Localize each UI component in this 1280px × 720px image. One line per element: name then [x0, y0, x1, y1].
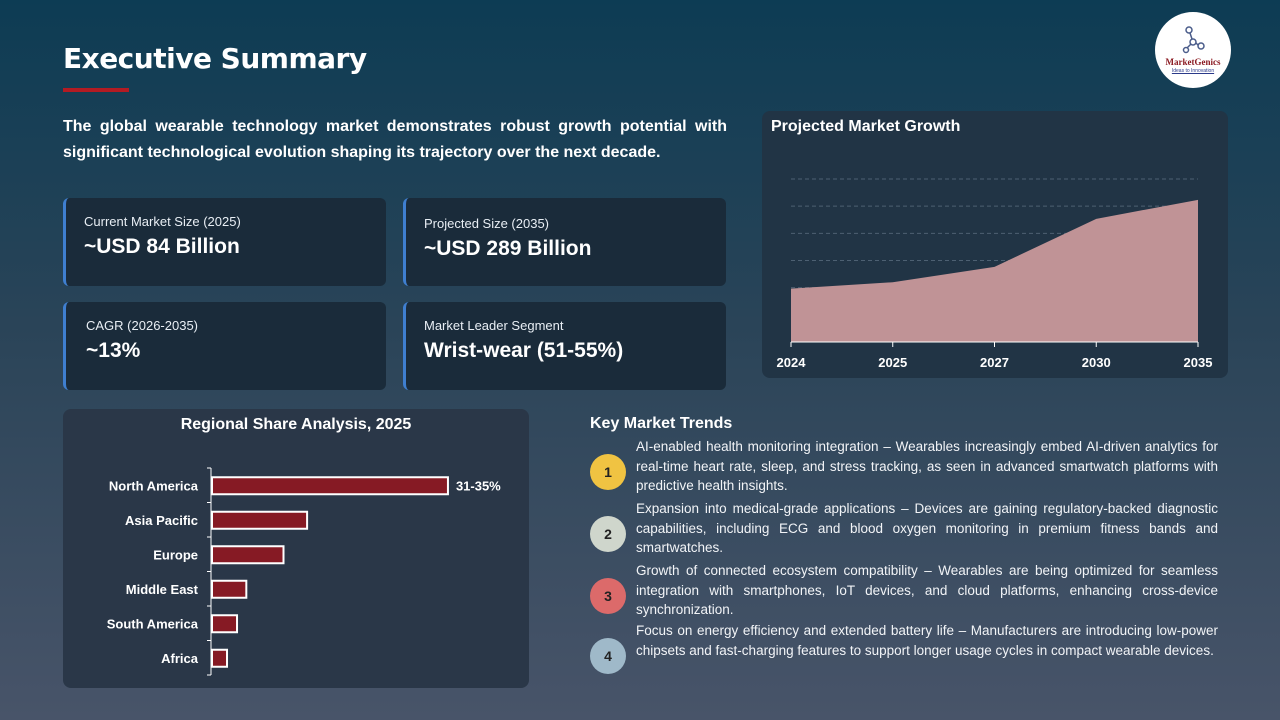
- growth-chart-panel: Projected Market Growth 2024 2025 2027 2030…: [762, 111, 1228, 378]
- kpi-value: ~USD 289 Billion: [424, 237, 592, 260]
- x-tick-label: 2035: [1184, 355, 1213, 370]
- title-underline: [63, 88, 129, 92]
- bar: [211, 614, 239, 634]
- logo-name: MarketGenics: [1165, 57, 1221, 67]
- bar: [211, 476, 449, 496]
- kpi-label: Projected Size (2035): [424, 216, 550, 231]
- bar: [211, 579, 248, 599]
- intro-text: The global wearable technology market de…: [63, 118, 727, 161]
- category-label: North America: [109, 478, 199, 493]
- trend-number-badge: 4: [590, 638, 626, 674]
- growth-chart-title: Projected Market Growth: [771, 118, 961, 135]
- category-label: South America: [107, 616, 199, 631]
- regional-bar-chart: North America 31-35% Asia Pacific Europe Mid…: [107, 467, 501, 676]
- x-tick-label: 2025: [878, 355, 907, 370]
- category-label: Middle East: [126, 582, 199, 597]
- bar: [211, 648, 229, 668]
- kpi-value: ~USD 84 Billion: [84, 235, 240, 258]
- kpi-value: Wrist-wear (51-55%): [424, 339, 624, 362]
- company-logo: MarketGenics Ideas to Innovation: [1155, 12, 1231, 88]
- bar: [211, 545, 285, 565]
- bar: [211, 510, 309, 530]
- trend-number-badge: 3: [590, 578, 626, 614]
- kpi-label: Market Leader Segment: [424, 318, 564, 333]
- data-label: 31-35%: [456, 478, 501, 493]
- trend-text: Growth of connected ecosystem compatibil…: [636, 563, 1218, 617]
- kpi-label: CAGR (2026-2035): [86, 318, 198, 333]
- category-label: Europe: [153, 547, 198, 562]
- x-tick-label: 2027: [980, 355, 1009, 370]
- trend-text: AI-enabled health monitoring integration…: [636, 439, 1218, 493]
- kpi-value: ~13%: [86, 339, 141, 362]
- area-series: [791, 199, 1198, 342]
- growth-area-chart: 2024 2025 2027 2030 2035: [777, 178, 1213, 370]
- kpi-card-current-size: Current Market Size (2025) ~USD 84 Billio…: [63, 198, 386, 286]
- trend-text: Focus on energy efficiency and extended …: [636, 623, 1218, 658]
- kpi-card-leader-segment: Market Leader Segment Wrist-wear (51-55%): [403, 302, 726, 390]
- x-tick-label: 2024: [777, 355, 807, 370]
- trend-text: Expansion into medical-grade application…: [636, 501, 1218, 555]
- kpi-label: Current Market Size (2025): [84, 214, 241, 229]
- page-title: Executive Summary: [63, 42, 367, 75]
- kpi-card-cagr: CAGR (2026-2035) ~13%: [63, 302, 386, 390]
- logo-tagline: Ideas to Innovation: [1171, 68, 1215, 74]
- regional-chart-panel: Regional Share Analysis, 2025 North Amer…: [63, 409, 529, 688]
- category-label: Asia Pacific: [125, 513, 198, 528]
- molecule-icon: [1182, 26, 1205, 54]
- x-tick-label: 2030: [1082, 355, 1111, 370]
- trends-title: Key Market Trends: [590, 415, 733, 432]
- trend-number-badge: 1: [590, 454, 626, 490]
- regional-chart-title: Regional Share Analysis, 2025: [180, 416, 412, 433]
- category-label: Africa: [161, 651, 199, 666]
- kpi-card-projected-size: Projected Size (2035) ~USD 289 Billion: [403, 198, 726, 286]
- trend-number-badge: 2: [590, 516, 626, 552]
